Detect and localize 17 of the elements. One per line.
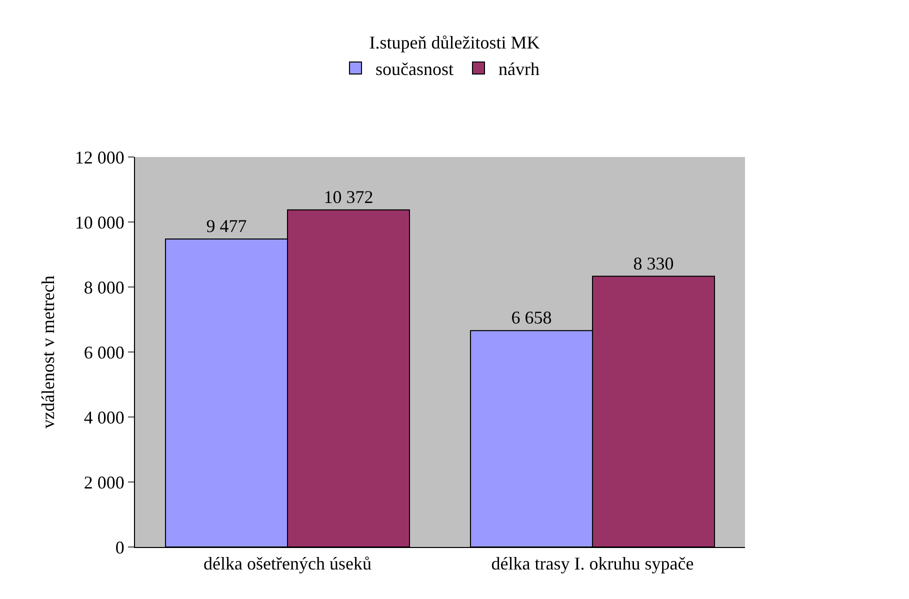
y-tick-label: 8 000 [84,277,124,298]
data-label: 10 372 [324,186,374,207]
y-axis-title: vzdálenost v metrech [38,276,58,428]
data-label: 9 477 [206,216,247,236]
y-tick-label: 10 000 [74,212,124,232]
data-label: 6 658 [511,308,552,328]
y-tick-label: 2 000 [84,472,124,492]
y-tick-label: 6 000 [84,342,124,362]
x-tick-label: délka trasy I. okruhu sypače [491,554,694,574]
y-tick-label: 0 [115,537,124,558]
x-tick-label: délka ošetřených úseků [204,554,372,574]
legend-label: současnost [376,59,454,80]
data-label: 8 330 [633,253,674,274]
chart-title: I.stupeň důležitosti MK [369,32,540,53]
y-tick-label: 12 000 [74,147,124,168]
y-tick-label: 4 000 [84,407,124,428]
legend-label: návrh [498,59,540,80]
